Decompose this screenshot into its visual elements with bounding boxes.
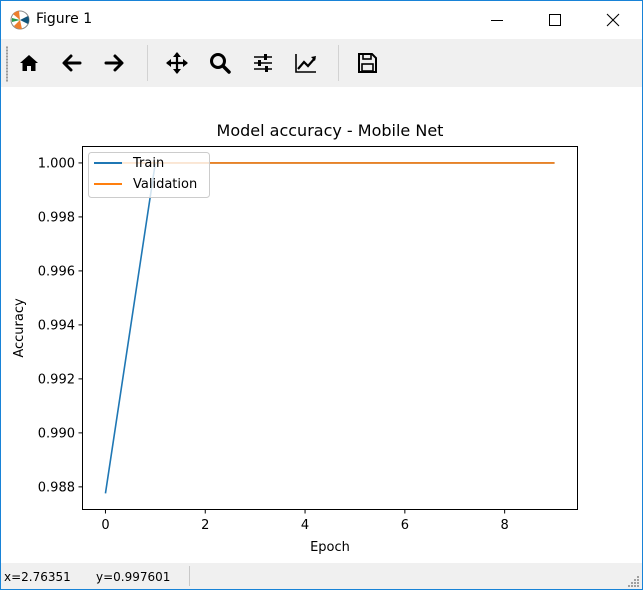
accuracy-chart[interactable]: 0.988 0.990 0.992 0.994 0.996 0.998 1.000 0 2 4 6… bbox=[1, 87, 642, 563]
toolbar-separator bbox=[338, 45, 339, 81]
matplotlib-logo-icon bbox=[10, 10, 30, 30]
x-tick-label: 2 bbox=[201, 518, 209, 533]
minimize-icon bbox=[491, 20, 503, 21]
window-title: Figure 1 bbox=[36, 11, 93, 27]
series-line-train bbox=[104, 162, 555, 494]
zoom-button[interactable] bbox=[204, 47, 236, 79]
y-tick-label: 1.000 bbox=[38, 156, 75, 171]
navigation-toolbar bbox=[1, 39, 642, 87]
axes-frame bbox=[82, 146, 578, 510]
home-icon bbox=[20, 55, 38, 71]
maximize-icon bbox=[549, 14, 561, 26]
forward-button[interactable] bbox=[98, 47, 130, 79]
x-tick-label: 8 bbox=[501, 518, 509, 533]
y-axis-label: Accuracy bbox=[12, 298, 27, 358]
home-button[interactable] bbox=[13, 47, 45, 79]
y-tick-label: 0.992 bbox=[38, 372, 75, 387]
x-tick-label: 0 bbox=[101, 518, 109, 533]
x-axis-label: Epoch bbox=[310, 540, 350, 555]
cursor-x-readout: x=2.76351 bbox=[4, 570, 71, 584]
x-tick-label: 6 bbox=[401, 518, 409, 533]
close-icon bbox=[606, 13, 620, 27]
arrow-right-icon bbox=[104, 54, 124, 72]
y-axis: 0.988 0.990 0.992 0.994 0.996 0.998 1.000 bbox=[38, 156, 83, 495]
toolbar-separator bbox=[147, 45, 148, 81]
sliders-icon bbox=[254, 54, 272, 72]
plot-lines bbox=[104, 162, 555, 494]
y-tick-label: 0.988 bbox=[38, 480, 75, 495]
status-bar: x=2.76351 y=0.997601 bbox=[1, 563, 642, 589]
figure-canvas[interactable]: 0.988 0.990 0.992 0.994 0.996 0.998 1.000 0 2 4 6… bbox=[1, 87, 642, 563]
legend: Train Validation bbox=[88, 152, 210, 198]
chart-title: Model accuracy - Mobile Net bbox=[217, 121, 444, 140]
pan-button[interactable] bbox=[161, 47, 193, 79]
line-chart-icon bbox=[295, 54, 316, 73]
arrow-left-icon bbox=[62, 54, 82, 72]
save-button[interactable] bbox=[351, 47, 383, 79]
x-axis: 0 2 4 6 8 bbox=[101, 509, 509, 533]
cursor-y-readout: y=0.997601 bbox=[96, 570, 171, 584]
floppy-disk-icon bbox=[358, 53, 377, 73]
minimize-button[interactable] bbox=[468, 1, 526, 39]
magnifier-icon bbox=[210, 53, 231, 74]
y-tick-label: 0.994 bbox=[38, 318, 75, 333]
title-bar[interactable]: Figure 1 bbox=[1, 1, 642, 39]
y-tick-label: 0.996 bbox=[38, 264, 75, 279]
legend-label-train: Train bbox=[132, 156, 164, 171]
y-tick-label: 0.990 bbox=[38, 426, 75, 441]
legend-label-validation: Validation bbox=[133, 177, 197, 192]
x-tick-label: 4 bbox=[301, 518, 309, 533]
close-button[interactable] bbox=[584, 1, 642, 39]
maximize-button[interactable] bbox=[526, 1, 584, 39]
resize-grip-icon[interactable] bbox=[628, 575, 640, 587]
status-divider bbox=[189, 566, 190, 586]
toolbar-grip[interactable] bbox=[6, 46, 8, 82]
edit-axis-button[interactable] bbox=[290, 47, 322, 79]
back-button[interactable] bbox=[56, 47, 88, 79]
configure-subplots-button[interactable] bbox=[247, 47, 279, 79]
y-tick-label: 0.998 bbox=[38, 210, 75, 225]
move-icon bbox=[166, 52, 188, 74]
